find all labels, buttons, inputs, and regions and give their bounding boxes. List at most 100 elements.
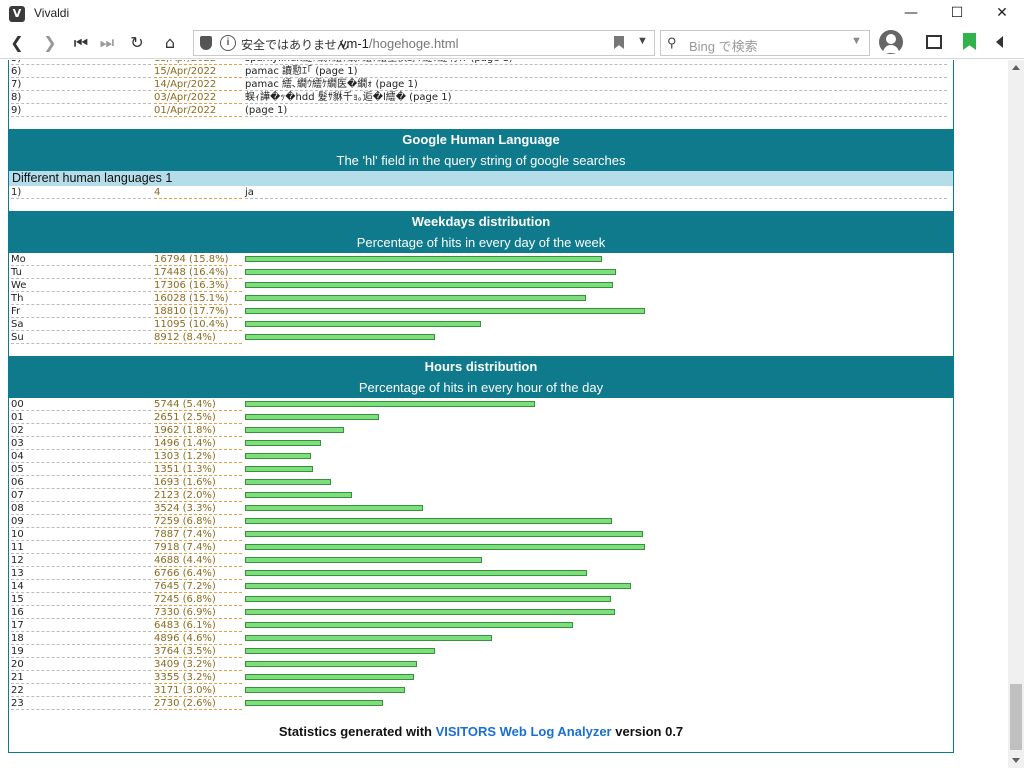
visitors-link[interactable]: VISITORS Web Log Analyzer <box>435 724 612 739</box>
chart-row: 08 3524 (3.3%) <box>9 502 953 515</box>
url-text[interactable]: vm-1/hogehoge.html <box>340 36 459 51</box>
capture-icon[interactable] <box>926 35 942 49</box>
row-value: 7887 (7.4%) <box>154 528 242 541</box>
hits-bar <box>245 453 311 459</box>
home-icon[interactable]: ⌂ <box>164 33 176 52</box>
section-title: Google Human Language <box>402 132 560 147</box>
address-dropdown-icon[interactable]: ▼ <box>637 35 648 47</box>
chart-row: 16 7330 (6.9%) <box>9 606 953 619</box>
bookmarks-panel-icon[interactable] <box>963 33 976 50</box>
row-value: 17306 (16.3%) <box>154 279 242 292</box>
window-titlebar: V Vivaldi — ☐ ✕ <box>0 0 1024 27</box>
row-label: 01 <box>11 411 151 424</box>
chart-row: 01 2651 (2.5%) <box>9 411 953 424</box>
row-label: 02 <box>11 424 151 437</box>
chart-row: 10 7887 (7.4%) <box>9 528 953 541</box>
section-subtitle: Percentage of hits in every day of the w… <box>356 235 606 250</box>
row-date: 14/Apr/2022 <box>154 78 242 91</box>
row-label: 17 <box>11 619 151 632</box>
row-value: 1693 (1.6%) <box>154 476 242 489</box>
fast-forward-icon[interactable]: ⏭ <box>99 33 115 52</box>
row-count: 4 <box>154 186 242 199</box>
chart-row: Fr 18810 (17.7%) <box>9 305 953 318</box>
info-icon[interactable]: i <box>220 35 236 51</box>
row-query[interactable]: pamac 讀懃ｴ｢ (page 1) <box>245 65 947 78</box>
scroll-down-icon[interactable] <box>1012 758 1020 763</box>
row-label: Th <box>11 292 151 305</box>
search-field[interactable]: ⚲ Bing で検索 ▼ <box>660 30 870 56</box>
back-icon[interactable]: ❮ <box>10 33 24 52</box>
row-label: 21 <box>11 671 151 684</box>
vivaldi-logo-icon[interactable]: V <box>9 6 25 22</box>
row-query[interactable]: 蜈ｨ譁�ｯ�hdd 髮ｻ貅千ｮ｡逅�l繧� (page 1) <box>245 91 947 104</box>
row-index: 8) <box>11 91 151 104</box>
forward-icon[interactable]: ❯ <box>43 33 57 52</box>
row-label: Tu <box>11 266 151 279</box>
search-icon: ⚲ <box>667 35 677 50</box>
row-label: 04 <box>11 450 151 463</box>
row-value: 16794 (15.8%) <box>154 253 242 266</box>
chart-row: 20 3409 (3.2%) <box>9 658 953 671</box>
profile-avatar-icon[interactable] <box>879 30 903 54</box>
hits-bar <box>245 518 612 524</box>
chart-row: Su 8912 (8.4%) <box>9 331 953 344</box>
row-value: 4688 (4.4%) <box>154 554 242 567</box>
search-engine-dropdown-icon[interactable]: ▼ <box>851 35 862 47</box>
scroll-up-icon[interactable] <box>1012 65 1020 70</box>
minimize-button[interactable]: — <box>904 5 918 21</box>
row-value: 3355 (3.2%) <box>154 671 242 684</box>
chart-row: Th 16028 (15.1%) <box>9 292 953 305</box>
row-label: 08 <box>11 502 151 515</box>
hits-bar <box>245 414 379 420</box>
close-button[interactable]: ✕ <box>996 5 1008 21</box>
chart-row: 00 5744 (5.4%) <box>9 398 953 411</box>
shield-icon[interactable] <box>200 36 212 50</box>
row-value: 1303 (1.2%) <box>154 450 242 463</box>
panel-toggle-icon[interactable] <box>996 36 1003 48</box>
row-label: 00 <box>11 398 151 411</box>
row-value: 1351 (1.3%) <box>154 463 242 476</box>
hits-bar <box>245 622 573 628</box>
vertical-scrollbar[interactable] <box>1008 60 1024 768</box>
hits-bar <box>245 401 535 407</box>
chart-row: 06 1693 (1.6%) <box>9 476 953 489</box>
row-value: 2651 (2.5%) <box>154 411 242 424</box>
row-value: 3409 (3.2%) <box>154 658 242 671</box>
chart-row: 04 1303 (1.2%) <box>9 450 953 463</box>
chart-row: 02 1962 (1.8%) <box>9 424 953 437</box>
hours-chart: 00 5744 (5.4%) 01 2651 (2.5%) 02 1962 (1.8%) 0… <box>9 398 953 710</box>
row-value: 16028 (15.1%) <box>154 292 242 305</box>
reload-icon[interactable]: ↻ <box>130 33 144 52</box>
url-host: vm-1 <box>340 36 369 51</box>
languages-list: 1) 4 ja <box>9 186 953 199</box>
languages-header: Google Human Language The 'hl' field in … <box>9 129 953 171</box>
hits-bar <box>245 505 423 511</box>
row-query[interactable]: pamac 繧､繝ｳ繧ｹ繝医�繝ｫ (page 1) <box>245 78 947 91</box>
row-date: 15/Apr/2022 <box>154 60 242 65</box>
section-title: Weekdays distribution <box>411 214 551 229</box>
row-date: 03/Apr/2022 <box>154 91 242 104</box>
referer-row: 9) 01/Apr/2022 (page 1) <box>9 104 953 117</box>
row-value: 7259 (6.8%) <box>154 515 242 528</box>
chart-row: 17 6483 (6.1%) <box>9 619 953 632</box>
row-value: 17448 (16.4%) <box>154 266 242 279</box>
maximize-button[interactable]: ☐ <box>950 5 964 21</box>
row-index: 1) <box>11 186 151 199</box>
page-viewport[interactable]: 5)15/Apr/2022sparkylinux縺ｧ繝ｻ繧ｯ繝ｼ繧ｹ繧呈怏蜉ｹ縺… <box>0 60 1008 768</box>
row-label: 20 <box>11 658 151 671</box>
address-bar[interactable]: i 安全ではありません vm-1/hogehoge.html ▼ <box>193 30 655 56</box>
scrollbar-thumb[interactable] <box>1010 684 1022 750</box>
row-value: 4896 (4.6%) <box>154 632 242 645</box>
hits-bar <box>245 648 435 654</box>
referer-row: 8) 03/Apr/2022 蜈ｨ譁�ｯ�hdd 髮ｻ貅千ｮ｡逅�l繧� (page… <box>9 91 953 104</box>
row-query[interactable]: sparkylinux縺ｧ繝ｻ繧ｯ繝ｼ繧ｹ繧呈怏蜉ｹ縺ｫ縺吶ｋ (page 1) <box>245 60 947 65</box>
weekdays-header: Weekdays distribution Percentage of hits… <box>9 211 953 253</box>
chart-row: 23 2730 (2.6%) <box>9 697 953 710</box>
rewind-icon[interactable]: ⏮ <box>73 33 89 52</box>
bookmark-icon[interactable] <box>614 36 624 49</box>
chart-row: 22 3171 (3.0%) <box>9 684 953 697</box>
row-query[interactable]: (page 1) <box>245 104 947 117</box>
row-value: 7245 (6.8%) <box>154 593 242 606</box>
row-value: 3524 (3.3%) <box>154 502 242 515</box>
hits-bar <box>245 700 383 706</box>
